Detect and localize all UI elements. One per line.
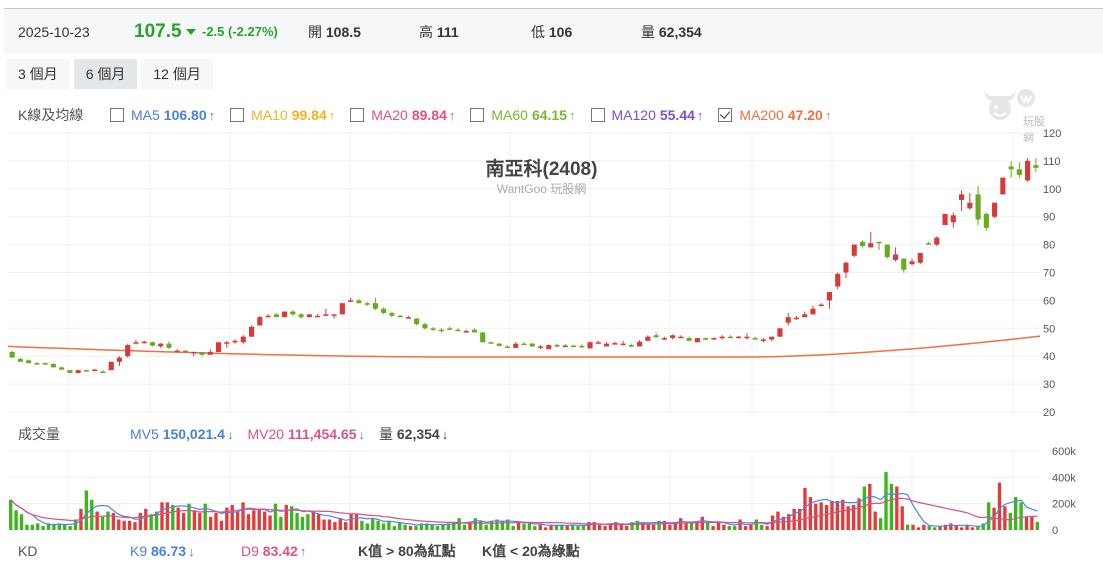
quote-bar: 2025-10-23 107.5 -2.5 (-2.27%) 開 108.5 高… [4, 8, 1103, 54]
kline-legend: K線及均線 MA5 106.80 ↑ MA10 99.84 ↑ MA20 89.84 ↑ M… [18, 105, 846, 125]
logo-text: 玩股網 [1023, 116, 1045, 144]
svg-text:40: 40 [1043, 351, 1055, 363]
arrow-up-icon: ↑ [299, 544, 307, 559]
ma10-toggle[interactable]: MA10 99.84 ↑ [230, 107, 335, 123]
mv5-value: MV5 150,021.4 ↓ [130, 426, 234, 442]
d9-value: D9 83.42 ↑ [241, 543, 307, 559]
k9-value: K9 86.73 ↓ [130, 543, 195, 559]
ma200-toggle[interactable]: MA200 47.20 ↑ [718, 107, 831, 123]
svg-text:120: 120 [1043, 128, 1061, 140]
ma20-toggle[interactable]: MA20 89.84 ↑ [350, 107, 455, 123]
volume-value: 量 62,354 ↓ [378, 426, 449, 442]
volume-legend: 成交量 MV5 150,021.4 ↓ MV20 111,454.65 ↓ 量 62… [18, 424, 448, 444]
svg-text:70: 70 [1043, 268, 1055, 280]
volume-chart: 0 200k 400k 600k [8, 446, 1076, 537]
arrow-down-icon: ↓ [358, 427, 365, 442]
range-tabs: 3 個月 6 個月 12 個月 [6, 59, 213, 89]
quote-low: 低 106 [531, 23, 573, 40]
checkbox[interactable] [590, 108, 605, 122]
price-chart: 20 30 40 50 60 70 80 90 100 110 120 [7, 128, 1061, 419]
bull-logo-icon [984, 89, 1035, 120]
ma120-toggle[interactable]: MA120 55.44 ↑ [590, 107, 704, 123]
svg-text:110: 110 [1043, 156, 1061, 168]
checkbox-checked[interactable] [718, 108, 733, 122]
ma5-toggle[interactable]: MA5 106.80 ↑ [110, 107, 215, 123]
chart-subtitle: WantGoo 玩股網 [496, 182, 587, 196]
quote-high: 高 111 [419, 23, 459, 40]
quote-volume: 量 62,354 [641, 23, 702, 40]
svg-text:80: 80 [1043, 240, 1055, 252]
svg-text:400k: 400k [1052, 472, 1076, 484]
quote-open: 開 108.5 [308, 23, 361, 40]
checkbox[interactable] [110, 108, 124, 122]
kd-legend: KD K9 86.73 ↓ D9 83.42 ↑ K值 > 80為紅點 K值 < 2… [18, 541, 580, 561]
quote-change: -2.5 (-2.27%) [186, 24, 278, 39]
svg-text:600k: 600k [1052, 446, 1076, 458]
svg-text:200k: 200k [1052, 499, 1076, 511]
wantgoo-logo: 玩股網 [980, 85, 1050, 144]
svg-text:0: 0 [1052, 525, 1058, 537]
chart-title: 南亞科(2408) [485, 159, 598, 180]
quote-date: 2025-10-23 [18, 23, 90, 40]
kd-note-red: K值 > 80為紅點 [358, 543, 456, 559]
arrow-up-icon: ↑ [569, 107, 576, 123]
arrow-down-icon: ↓ [188, 544, 195, 559]
svg-text:30: 30 [1043, 379, 1055, 391]
arrow-down-icon: ↓ [441, 427, 449, 442]
ma60-toggle[interactable]: MA60 64.15 ↑ [470, 107, 576, 123]
kd-note-green: K值 < 20為綠點 [482, 543, 580, 559]
checkbox[interactable] [230, 108, 245, 122]
down-triangle-icon [186, 28, 196, 35]
arrow-up-icon: ↑ [824, 107, 832, 123]
tab-6-months[interactable]: 6 個月 [73, 59, 138, 89]
checkbox[interactable] [350, 108, 365, 122]
arrow-up-icon: ↑ [328, 107, 336, 123]
arrow-up-icon: ↑ [208, 107, 216, 123]
kd-legend-title: KD [18, 543, 38, 559]
volume-legend-title: 成交量 [18, 426, 60, 442]
checkbox[interactable] [470, 108, 485, 122]
tab-12-months[interactable]: 12 個月 [141, 59, 213, 89]
kline-legend-title: K線及均線 [18, 107, 84, 123]
tab-3-months[interactable]: 3 個月 [6, 59, 70, 89]
arrow-up-icon: ↑ [696, 107, 704, 123]
svg-text:90: 90 [1043, 212, 1055, 224]
svg-text:100: 100 [1043, 184, 1061, 196]
svg-text:20: 20 [1043, 407, 1055, 419]
svg-text:60: 60 [1043, 295, 1055, 307]
arrow-up-icon: ↑ [448, 107, 456, 123]
arrow-down-icon: ↓ [226, 427, 234, 442]
svg-text:50: 50 [1043, 323, 1055, 335]
quote-price: 107.5 [134, 20, 182, 42]
mv20-value: MV20 111,454.65 ↓ [247, 426, 365, 442]
